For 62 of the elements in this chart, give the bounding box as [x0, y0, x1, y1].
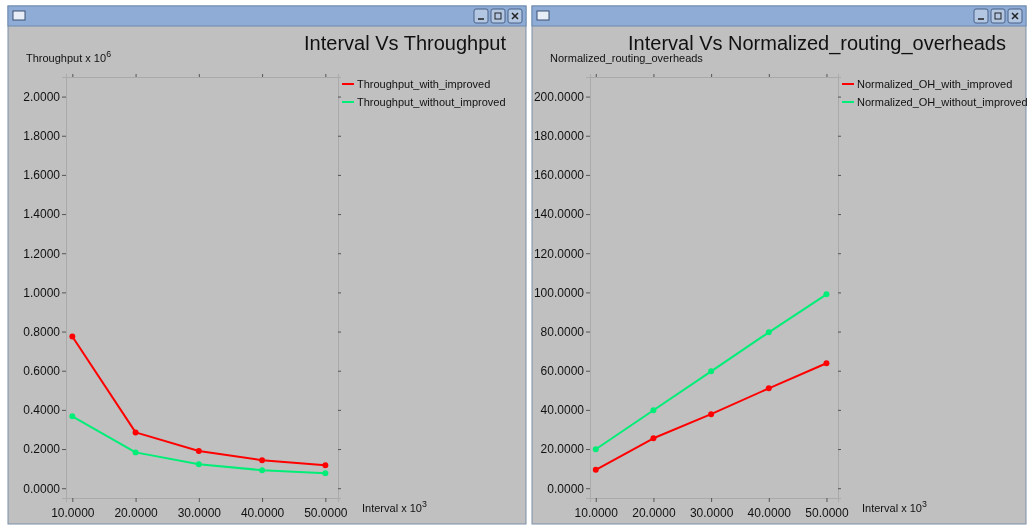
point [765, 385, 772, 392]
y-tick-label: 1.4000 [23, 207, 61, 222]
point [322, 462, 329, 469]
point [708, 368, 715, 375]
point [69, 333, 76, 340]
point [823, 291, 830, 298]
point [592, 446, 599, 453]
x-tick-label: 40.0000 [240, 505, 285, 520]
y-tick-label: 2.0000 [23, 89, 61, 104]
y-tick-label: 140.0000 [533, 207, 585, 222]
point [765, 329, 772, 336]
x-axis-title: Interval x 10$^{3}$ [362, 499, 427, 514]
point [132, 429, 139, 436]
y-tick-label: 80.0000 [540, 324, 585, 339]
text: Interval Vs Throughput [304, 32, 507, 54]
y-tick-label: 1.0000 [23, 285, 61, 300]
y-tick-label: 1.2000 [23, 246, 61, 261]
x-tick-label: 10.0000 [51, 505, 95, 520]
y-tick-label: 1.8000 [23, 129, 61, 144]
y-tick-label: 60.0000 [540, 364, 585, 379]
legend-label: Throughput_without_improved [357, 96, 506, 108]
legend-label: Normalized_OH_without_improved [857, 96, 1028, 108]
y-tick-label: 200.0000 [533, 89, 585, 104]
legend-label: Throughput_with_improved [357, 78, 491, 90]
point [195, 461, 202, 468]
y-tick-label: 1.6000 [23, 168, 61, 183]
point [195, 448, 202, 454]
x-tick-label: 20.0000 [114, 505, 159, 520]
y-tick-label: 0.6000 [23, 364, 61, 379]
y-axis-title: Normalized_routing_overheads [550, 52, 704, 64]
point [132, 449, 139, 456]
x-tick-label: 40.0000 [747, 505, 792, 520]
point [823, 360, 830, 367]
x-tick-label: 30.0000 [689, 505, 734, 520]
point [650, 407, 657, 414]
y-tick-label: 120.0000 [533, 246, 585, 261]
y-tick-label: 160.0000 [533, 168, 585, 183]
point [259, 457, 266, 464]
point [322, 470, 329, 477]
point [708, 411, 715, 418]
y-tick-label: 20.0000 [540, 442, 585, 457]
y-tick-label: 180.0000 [533, 129, 585, 144]
point [69, 413, 76, 420]
y-tick-label: 0.0000 [23, 481, 61, 496]
y-tick-label: 40.0000 [540, 403, 585, 418]
x-tick-label: 20.0000 [632, 505, 676, 520]
point [259, 467, 266, 474]
y-tick-label: 0.0000 [547, 481, 585, 496]
point [592, 466, 599, 473]
x-tick-label: 30.0000 [177, 505, 222, 520]
y-axis-title: Throughput x 10$^{6}$ [26, 49, 112, 64]
x-tick-label: 10.0000 [574, 505, 619, 520]
point [650, 435, 657, 442]
chart-title: Interval Vs Normalized_routing_overheads [628, 32, 1006, 55]
legend-label: Normalized_OH_with_improved [857, 78, 1013, 90]
y-tick-label: 0.8000 [23, 324, 61, 339]
y-tick-label: 0.4000 [23, 403, 61, 418]
x-axis-title: Interval x 10$^{3}$ [862, 499, 927, 514]
y-tick-label: 100.0000 [533, 285, 585, 300]
y-tick-label: 0.2000 [23, 442, 61, 457]
x-tick-label: 50.0000 [805, 505, 849, 520]
x-tick-label: 50.0000 [304, 505, 348, 520]
